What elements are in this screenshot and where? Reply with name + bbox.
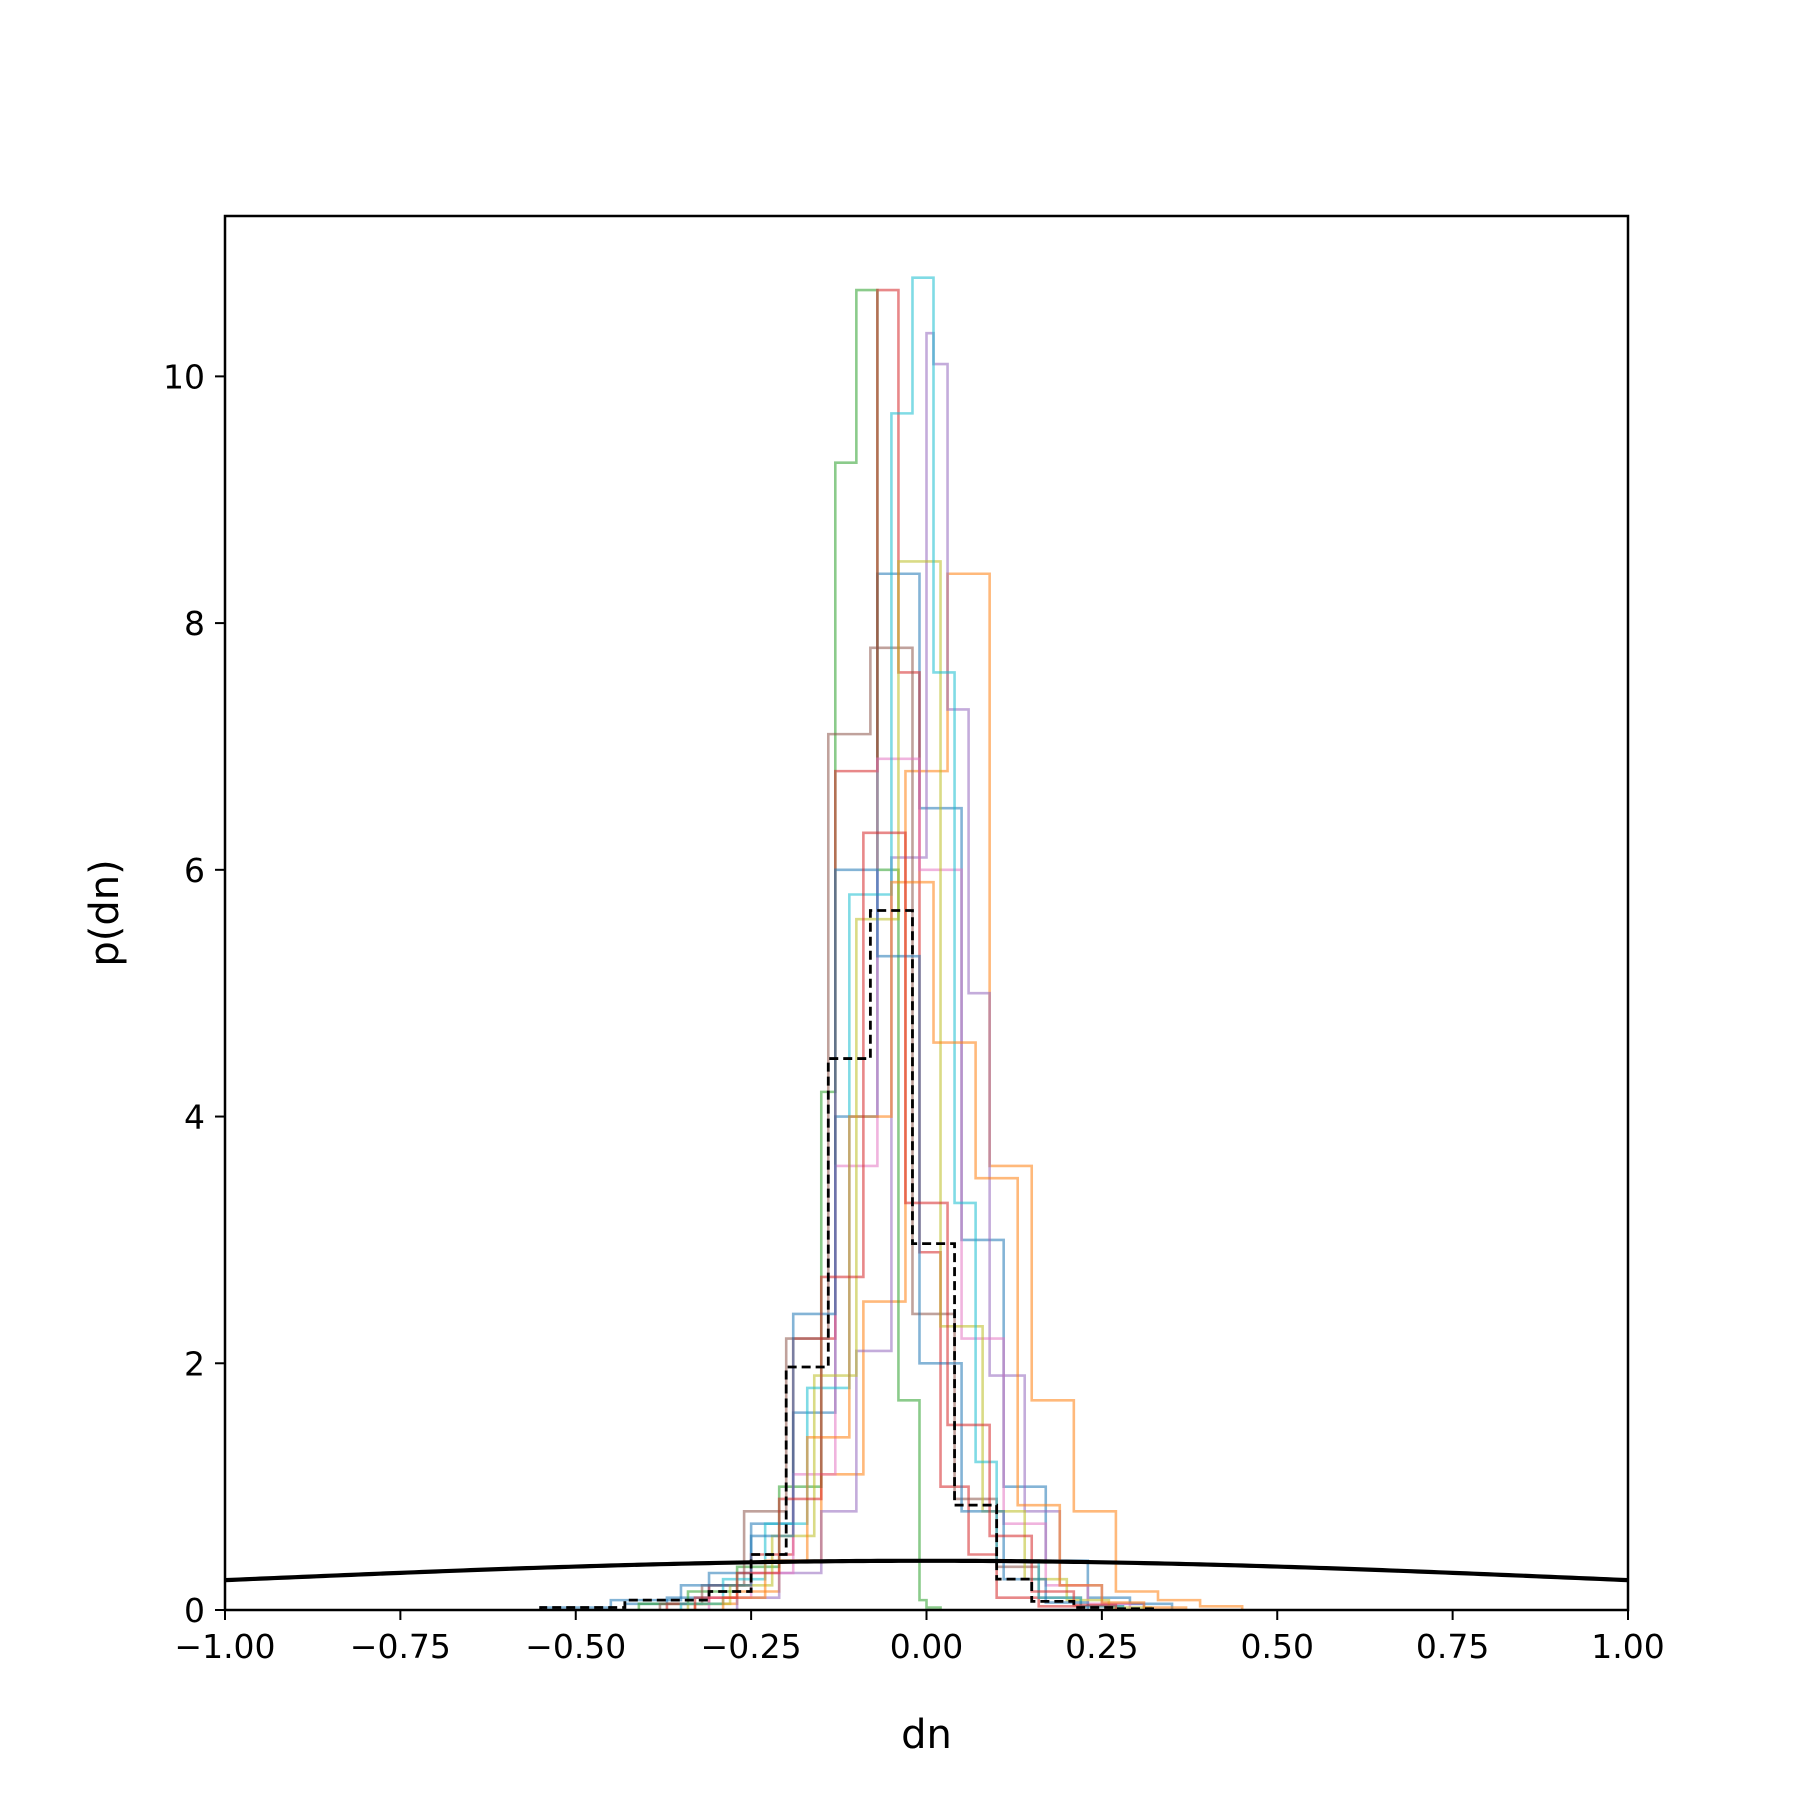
- y-tick-label: 6: [184, 851, 205, 890]
- histogram-series-12: [693, 831, 1118, 1610]
- x-tick-label: −0.50: [525, 1627, 626, 1666]
- x-axis-label: dn: [901, 1712, 952, 1758]
- y-axis-label: p(dn): [82, 859, 128, 966]
- y-tick-label: 2: [184, 1344, 205, 1383]
- y-tick-label: 10: [163, 357, 205, 396]
- y-tick-label: 0: [184, 1591, 205, 1630]
- x-tick-label: −0.25: [701, 1627, 802, 1666]
- y-tick-label: 4: [184, 1098, 205, 1137]
- x-tick-label: 0.75: [1416, 1627, 1489, 1666]
- x-tick-label: 0.00: [890, 1627, 963, 1666]
- x-tick-label: −0.75: [350, 1627, 451, 1666]
- prior-curve: [225, 1558, 1628, 1583]
- aggregate-histogram: [539, 909, 1160, 1610]
- y-tick-label: 8: [184, 604, 205, 643]
- y-axis-ticks: 0 2 4 6 8 10: [163, 357, 225, 1630]
- x-tick-label: −1.00: [174, 1627, 275, 1666]
- x-tick-label: 0.25: [1065, 1627, 1138, 1666]
- x-axis-ticks: −1.00 −0.75 −0.50 −0.25 0.00 0.25 0.50 0.75 1.00: [174, 1610, 1665, 1666]
- prior-curve-layer: [225, 1558, 1628, 1583]
- x-tick-label: 0.50: [1241, 1627, 1314, 1666]
- aggregate-histogram-layer: [539, 909, 1160, 1610]
- x-tick-label: 1.00: [1591, 1627, 1664, 1666]
